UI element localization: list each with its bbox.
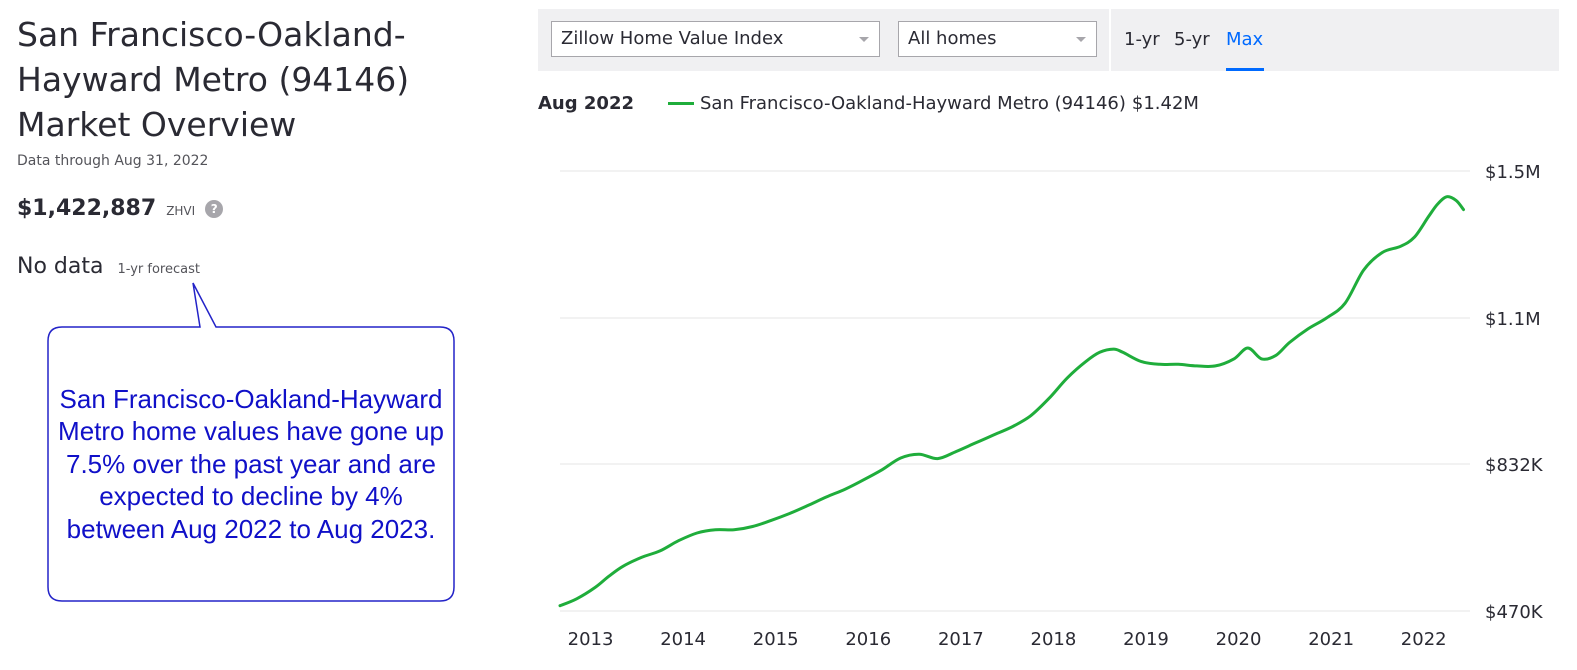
x-tick-label: 2021 [1308,629,1354,650]
zhvi-value: $1,422,887 [17,196,157,221]
x-tick-label: 2016 [845,629,891,650]
metric-select[interactable]: Zillow Home Value Index [551,21,880,57]
metric-select-value: Zillow Home Value Index [561,28,784,49]
y-tick-label: $1.5M [1485,162,1541,183]
callout-bubble-outline [47,282,455,602]
range-tabs: 1-yr 5-yr Max [1109,9,1559,71]
x-tick-label: 2020 [1216,629,1262,650]
chevron-down-icon [859,37,869,42]
y-axis: $470K $832K $1.1M $1.5M [1485,162,1544,623]
chart-toolbar: Zillow Home Value Index All homes 1-yr 5… [538,9,1559,71]
market-overview-panel: San Francisco-Oakland-Hayward Metro (941… [0,0,520,670]
callout-bubble [47,282,455,602]
range-tab-max[interactable]: Max [1226,29,1264,50]
legend-series-name: San Francisco-Oakland-Hayward Metro (941… [700,93,1126,114]
x-tick-label: 2018 [1031,629,1077,650]
x-tick-label: 2013 [568,629,614,650]
forecast-row: No data 1-yr forecast [17,254,200,279]
help-icon[interactable]: ? [205,200,224,218]
home-type-select-value: All homes [908,28,997,49]
series-line[interactable] [558,195,1465,608]
x-tick-label: 2014 [660,629,706,650]
chevron-down-icon [1076,37,1086,42]
y-tick-label: $1.1M [1485,309,1541,330]
forecast-value: No data [17,254,104,279]
y-tick-label: $832K [1485,455,1544,476]
chart-series [558,195,1465,608]
y-tick-label: $470K [1485,602,1544,623]
x-tick-label: 2015 [753,629,799,650]
legend-series-value: $1.42M [1131,93,1199,114]
zhvi-row: $1,422,887 ZHVI ? [17,196,224,221]
page-title: San Francisco-Oakland-Hayward Metro (941… [17,15,410,144]
range-tab-5yr[interactable]: 5-yr [1174,29,1210,50]
chart-grid [560,170,1470,612]
home-type-select[interactable]: All homes [898,21,1097,57]
x-tick-label: 2022 [1401,629,1447,650]
data-through-date: Data through Aug 31, 2022 [17,153,209,169]
chart-legend: Aug 2022 San Francisco-Oakland-Hayward M… [538,93,1199,114]
legend-swatch [668,102,694,105]
x-axis: 2013 2014 2015 2016 2017 2018 2019 2020 2021 2022 [568,629,1447,650]
forecast-label: 1-yr forecast [117,262,200,277]
range-tab-1yr[interactable]: 1-yr [1124,29,1160,50]
x-tick-label: 2019 [1123,629,1169,650]
zhvi-label: ZHVI [166,204,196,218]
legend-date: Aug 2022 [538,93,634,114]
callout-text: San Francisco-Oakland-Hayward Metro home… [58,383,444,544]
active-tab-indicator [1226,68,1264,71]
x-tick-label: 2017 [938,629,984,650]
